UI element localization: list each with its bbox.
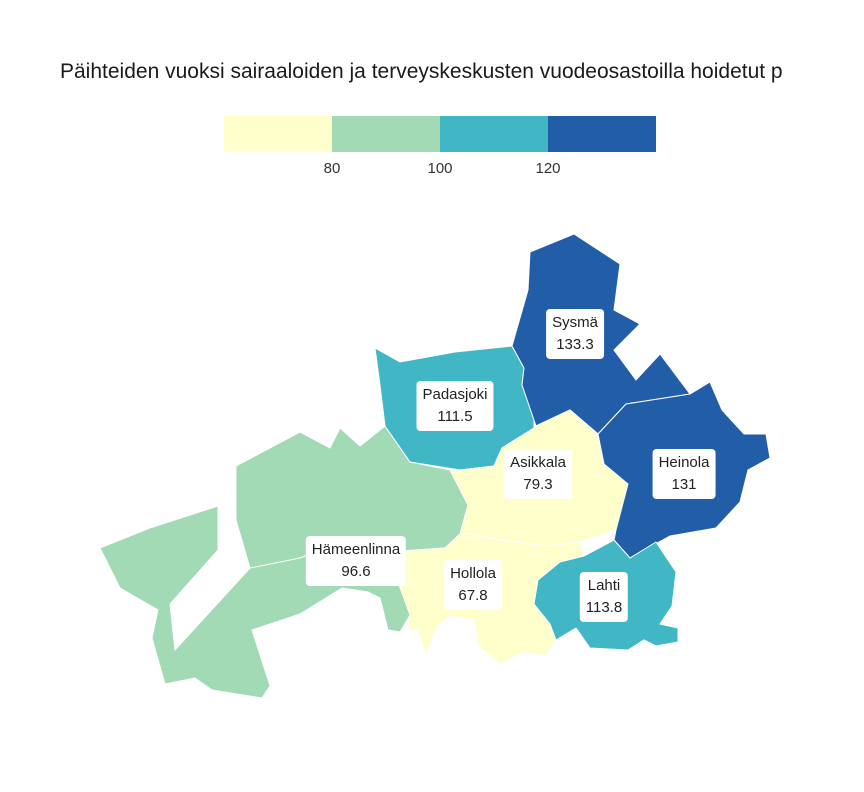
- region-name: Sysmä: [552, 314, 598, 331]
- region-name: Asikkala: [510, 454, 566, 471]
- label-lahti: Lahti 113.8: [579, 572, 629, 622]
- legend-swatch-4: [548, 116, 656, 152]
- label-padasjoki: Padasjoki 111.5: [416, 381, 494, 431]
- region-name: Padasjoki: [422, 386, 488, 403]
- legend-tick-80: 80: [323, 160, 341, 177]
- map-title: Päihteiden vuoksi sairaaloiden ja tervey…: [60, 60, 783, 83]
- region-value: 111.5: [437, 408, 473, 425]
- region-name: Heinola: [658, 454, 710, 471]
- region-value: 96.6: [341, 563, 371, 580]
- color-legend: [224, 116, 656, 152]
- region-name: Hämeenlinna: [311, 541, 401, 558]
- region-name: Hollola: [450, 565, 496, 582]
- label-sysma: Sysmä 133.3: [546, 309, 604, 359]
- legend-tick-100: 100: [427, 160, 453, 177]
- region-value: 131: [671, 476, 697, 493]
- legend-tick-120: 120: [535, 160, 561, 177]
- region-value: 67.8: [458, 587, 488, 604]
- label-heinola: Heinola 131: [652, 449, 716, 499]
- legend-swatch-3: [440, 116, 548, 152]
- legend-swatch-2: [332, 116, 440, 152]
- region-name: Lahti: [587, 577, 621, 594]
- region-value: 113.8: [585, 599, 623, 616]
- label-asikkala: Asikkala 79.3: [504, 449, 572, 499]
- legend-swatch-1: [224, 116, 332, 152]
- region-value: 133.3: [556, 336, 594, 353]
- region-value: 79.3: [523, 476, 553, 493]
- label-hollola: Hollola 67.8: [444, 560, 502, 610]
- label-hameenlinna: Hämeenlinna 96.6: [305, 536, 407, 586]
